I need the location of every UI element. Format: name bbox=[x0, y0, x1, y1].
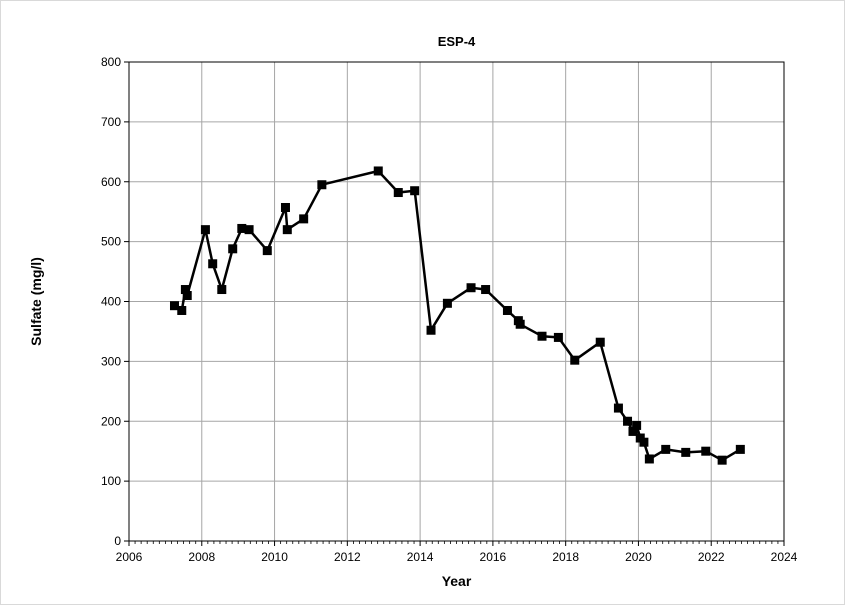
data-point-marker bbox=[442, 298, 452, 308]
data-point-marker bbox=[537, 331, 547, 341]
data-point-marker bbox=[208, 259, 218, 269]
x-tick-label: 2012 bbox=[334, 550, 361, 564]
data-point-marker bbox=[553, 332, 563, 342]
x-tick-label: 2010 bbox=[261, 550, 288, 564]
data-point-marker bbox=[735, 444, 745, 454]
data-point-marker bbox=[628, 426, 638, 436]
data-markers bbox=[169, 166, 745, 465]
data-point-marker bbox=[426, 325, 436, 335]
data-point-marker bbox=[317, 180, 327, 190]
data-point-marker bbox=[515, 319, 525, 329]
y-tick-label: 500 bbox=[101, 235, 121, 249]
y-tick-label: 200 bbox=[101, 414, 121, 428]
x-tick-label: 2006 bbox=[116, 550, 143, 564]
x-tick-label: 2014 bbox=[407, 550, 434, 564]
plot-area bbox=[128, 61, 785, 542]
data-point-marker bbox=[623, 416, 633, 426]
data-point-marker bbox=[632, 420, 642, 430]
data-point-marker bbox=[661, 444, 671, 454]
data-point-marker bbox=[481, 285, 491, 295]
data-point-marker bbox=[373, 166, 383, 176]
y-tick-label: 100 bbox=[101, 474, 121, 488]
data-point-marker bbox=[244, 225, 254, 235]
data-point-marker bbox=[228, 244, 238, 254]
data-point-marker bbox=[169, 301, 179, 311]
data-point-marker bbox=[613, 403, 623, 413]
chart-title: ESP-4 bbox=[438, 34, 476, 49]
data-point-marker bbox=[681, 447, 691, 457]
data-point-marker bbox=[237, 223, 247, 233]
data-point-marker bbox=[200, 225, 210, 235]
x-tick-label: 2018 bbox=[552, 550, 579, 564]
data-point-marker bbox=[639, 437, 649, 447]
y-tick-labels: 0 100 200 300 400 500 600 700 800 bbox=[101, 55, 121, 548]
data-point-marker bbox=[410, 186, 420, 196]
data-point-marker bbox=[595, 337, 605, 347]
data-point-marker bbox=[393, 188, 403, 198]
data-point-marker bbox=[570, 355, 580, 365]
data-point-marker bbox=[177, 305, 187, 315]
series-line bbox=[173, 169, 741, 462]
data-point-marker bbox=[701, 446, 711, 456]
x-tick-label: 2024 bbox=[771, 550, 798, 564]
data-point-marker bbox=[282, 225, 292, 235]
x-axis-title: Year bbox=[442, 573, 472, 589]
x-tick-label: 2020 bbox=[625, 550, 652, 564]
data-point-marker bbox=[182, 291, 192, 301]
x-tick-label: 2008 bbox=[188, 550, 215, 564]
data-point-marker bbox=[299, 214, 309, 224]
y-axis-title: Sulfate (mg/l) bbox=[28, 257, 44, 346]
x-tick-labels: 2006 2008 2010 2012 2014 2016 2018 2020 2022 2024 bbox=[116, 550, 798, 564]
y-tick-label: 400 bbox=[101, 295, 121, 309]
y-tick-label: 800 bbox=[101, 55, 121, 69]
data-point-marker bbox=[262, 246, 272, 256]
gridlines bbox=[124, 61, 785, 546]
data-point-marker bbox=[644, 454, 654, 464]
y-tick-label: 600 bbox=[101, 175, 121, 189]
data-point-marker bbox=[502, 305, 512, 315]
data-point-marker bbox=[180, 285, 190, 295]
y-tick-label: 0 bbox=[114, 534, 121, 548]
data-point-marker bbox=[466, 283, 476, 293]
data-point-marker bbox=[717, 455, 727, 465]
x-tick-label: 2022 bbox=[698, 550, 725, 564]
x-tick-label: 2016 bbox=[480, 550, 507, 564]
y-tick-label: 700 bbox=[101, 115, 121, 129]
y-tick-label: 300 bbox=[101, 354, 121, 368]
data-point-marker bbox=[217, 285, 227, 295]
data-point-marker bbox=[280, 202, 290, 212]
